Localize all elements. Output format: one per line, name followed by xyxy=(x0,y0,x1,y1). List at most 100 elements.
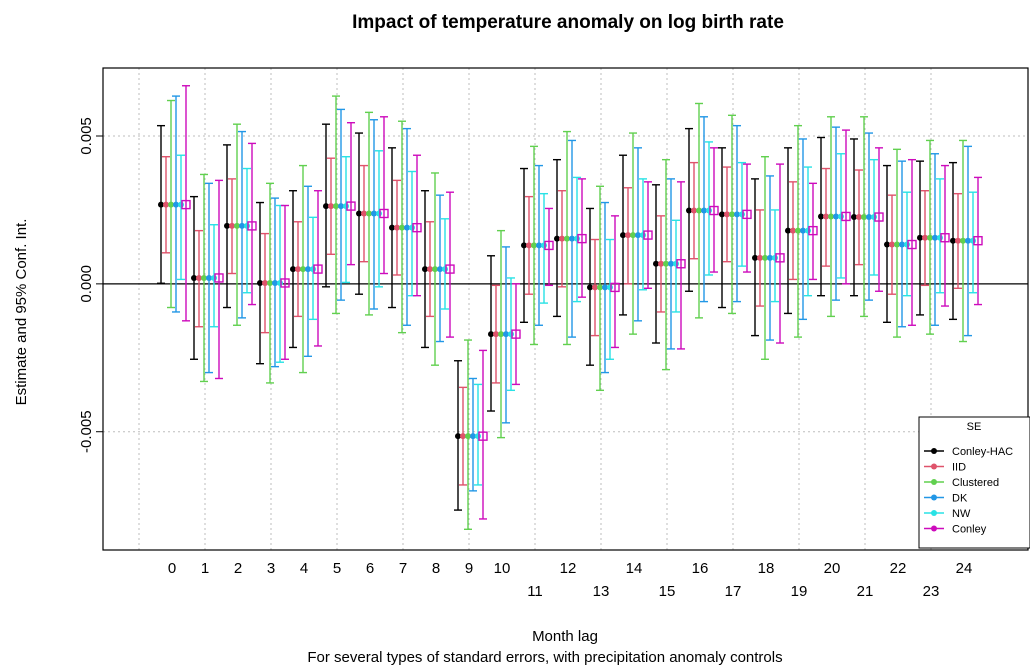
estimate-point xyxy=(965,237,971,244)
estimate-point xyxy=(191,274,197,281)
estimate-point xyxy=(833,213,839,220)
y-axis-label: Estimate and 95% Conf. Int. xyxy=(13,219,30,406)
estimate-point xyxy=(168,201,174,208)
estimate-point xyxy=(940,233,950,243)
estimate-point xyxy=(234,222,240,229)
estimate-point xyxy=(610,282,620,293)
error-bar xyxy=(875,147,883,292)
estimate-point xyxy=(950,237,956,244)
estimate-point xyxy=(706,207,712,214)
x-tick-label: 20 xyxy=(824,560,841,577)
plot-frame xyxy=(102,67,1029,551)
legend-item: Clustered xyxy=(924,477,999,489)
x-tick-label: 6 xyxy=(366,560,374,577)
estimate-point xyxy=(346,201,356,211)
estimate-point xyxy=(310,266,316,273)
error-bar xyxy=(413,154,421,297)
estimate-point xyxy=(196,274,202,281)
x-tick-label: 22 xyxy=(890,560,907,577)
estimate-point xyxy=(800,227,806,234)
estimate-point xyxy=(643,230,653,240)
estimate-point xyxy=(709,205,719,216)
estimate-point xyxy=(620,232,626,239)
estimate-point xyxy=(521,242,527,249)
estimate-point xyxy=(247,221,257,231)
estimate-point xyxy=(625,232,631,239)
chart-title: Impact of temperature anomaly on log bir… xyxy=(352,12,784,33)
estimate-point xyxy=(790,227,796,234)
estimate-point xyxy=(724,211,730,218)
estimate-point xyxy=(206,274,212,281)
error-bar xyxy=(578,178,586,298)
x-tick-label: 21 xyxy=(857,583,874,600)
estimate-point xyxy=(427,266,433,273)
estimate-point xyxy=(668,260,674,267)
estimate-point xyxy=(592,284,598,291)
estimate-point xyxy=(470,433,476,440)
x-tick-label: 11 xyxy=(527,583,543,600)
x-tick-label: 13 xyxy=(593,583,610,600)
x-tick-label: 1 xyxy=(201,560,209,577)
error-bar xyxy=(842,129,850,285)
x-tick-label: 8 xyxy=(432,560,440,577)
error-bar xyxy=(710,147,718,273)
estimate-point xyxy=(808,225,818,236)
estimate-point xyxy=(917,234,923,241)
estimate-point xyxy=(173,201,179,208)
y-tick-label: -0.005 xyxy=(78,410,95,453)
estimate-point xyxy=(696,207,702,214)
estimate-point xyxy=(932,234,938,241)
estimate-point xyxy=(691,207,697,214)
estimate-point xyxy=(328,203,334,210)
estimate-point xyxy=(493,331,499,338)
estimate-point xyxy=(290,266,296,273)
y-axis: -0.005 0.000 0.005 xyxy=(78,117,103,453)
error-bar xyxy=(441,218,449,310)
legend-item: NW xyxy=(924,508,971,520)
estimate-point xyxy=(653,260,659,267)
estimate-point xyxy=(422,266,428,273)
estimate-point xyxy=(719,211,725,218)
estimate-point xyxy=(564,235,570,242)
estimate-point xyxy=(257,279,263,286)
estimate-point xyxy=(163,201,169,208)
error-bar xyxy=(375,150,383,288)
y-tick-label: 0.000 xyxy=(78,265,95,303)
estimate-point xyxy=(508,331,514,338)
legend-label: IID xyxy=(952,462,966,474)
estimate-point xyxy=(498,331,504,338)
estimate-point xyxy=(861,214,867,221)
error-bars xyxy=(157,85,983,531)
estimate-point xyxy=(313,264,323,274)
legend-label: NW xyxy=(952,508,971,520)
estimate-point xyxy=(851,214,857,221)
estimate-point xyxy=(884,241,890,248)
estimate-point xyxy=(729,211,735,218)
estimate-point xyxy=(828,213,834,220)
error-bar xyxy=(974,176,982,306)
estimate-point xyxy=(785,227,791,234)
estimate-point xyxy=(587,284,593,291)
estimate-point xyxy=(823,213,829,220)
estimate-point xyxy=(973,235,983,246)
error-bar xyxy=(512,283,520,386)
error-bar xyxy=(809,182,817,281)
estimate-point xyxy=(214,273,224,283)
estimate-point xyxy=(658,260,664,267)
estimate-point xyxy=(673,260,679,267)
x-tick-label: 2 xyxy=(234,560,242,577)
y-tick-label: 0.005 xyxy=(78,117,95,155)
legend-swatch-point xyxy=(931,510,937,516)
estimate-point xyxy=(739,211,745,218)
x-tick-label: 15 xyxy=(659,583,676,600)
estimate-point xyxy=(531,242,537,249)
estimate-point xyxy=(752,254,758,261)
error-bar xyxy=(941,164,949,307)
estimate-point xyxy=(871,214,877,221)
estimate-point xyxy=(922,234,928,241)
estimate-point xyxy=(818,213,824,220)
legend-swatch-point xyxy=(931,463,937,470)
estimate-point xyxy=(376,210,382,217)
estimate-point xyxy=(295,266,301,273)
